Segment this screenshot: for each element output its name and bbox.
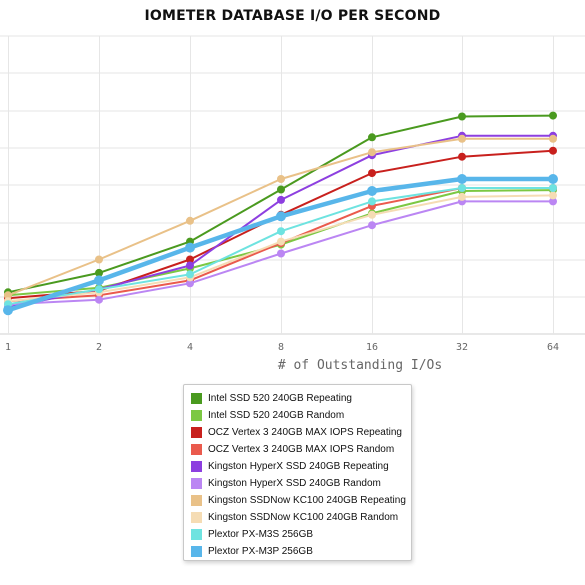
data-point xyxy=(95,285,103,294)
x-axis-label: # of Outstanding I/Os xyxy=(277,358,443,373)
legend-item: Kingston HyperX SSD 240GB Repeating xyxy=(184,458,411,475)
data-point xyxy=(368,148,376,157)
data-point xyxy=(458,134,466,143)
series-line xyxy=(7,149,554,300)
x-tick-label: 32 xyxy=(456,342,468,353)
legend-swatch xyxy=(191,512,202,523)
data-point xyxy=(95,295,103,304)
legend-label: Plextor PX-M3P 256GB xyxy=(208,546,313,557)
legend-item: Kingston HyperX SSD 240GB Random xyxy=(184,475,411,492)
series-2 xyxy=(4,146,557,303)
data-point xyxy=(368,221,376,230)
legend-item: Plextor PX-M3P 256GB xyxy=(184,543,411,560)
legend-item: OCZ Vertex 3 240GB MAX IOPS Repeating xyxy=(184,424,411,441)
data-point xyxy=(549,111,557,120)
data-point xyxy=(458,192,466,201)
x-tick-label: 8 xyxy=(278,342,284,353)
legend-item: Kingston SSDNow KC100 240GB Repeating xyxy=(184,492,411,509)
legend-label: Intel SSD 520 240GB Repeating xyxy=(208,393,352,404)
legend-swatch xyxy=(191,461,202,472)
data-point xyxy=(95,255,103,264)
chart-title: IOMETER DATABASE I/O PER SECOND xyxy=(144,8,441,24)
data-point xyxy=(458,184,466,192)
x-tick-label: 1 xyxy=(5,342,11,353)
data-point xyxy=(94,275,104,286)
data-point xyxy=(277,227,285,236)
data-point xyxy=(277,237,285,246)
legend-label: Kingston HyperX SSD 240GB Random xyxy=(208,478,381,489)
legend-label: Kingston HyperX SSD 240GB Repeating xyxy=(208,461,389,472)
x-tick-label: 4 xyxy=(187,342,193,353)
data-point xyxy=(186,279,194,288)
data-point xyxy=(549,191,557,200)
data-point xyxy=(185,242,195,253)
data-point xyxy=(277,249,285,258)
x-tick-label: 2 xyxy=(96,342,102,353)
series-0 xyxy=(4,111,557,297)
data-point xyxy=(277,185,285,194)
legend-item: Intel SSD 520 240GB Repeating xyxy=(184,390,411,407)
data-point xyxy=(549,184,557,192)
data-point xyxy=(549,197,557,206)
legend-label: OCZ Vertex 3 240GB MAX IOPS Random xyxy=(208,444,395,455)
legend-item: Kingston SSDNow KC100 240GB Random xyxy=(184,509,411,526)
legend-item: Plextor PX-M3S 256GB xyxy=(184,526,411,543)
legend-item: Intel SSD 520 240GB Random xyxy=(184,407,411,424)
x-tick-label: 16 xyxy=(366,342,378,353)
legend-swatch xyxy=(191,546,202,557)
legend-swatch xyxy=(191,444,202,455)
data-point xyxy=(368,197,376,206)
data-point xyxy=(457,174,467,184)
legend-label: Kingston SSDNow KC100 240GB Random xyxy=(208,512,399,523)
data-point xyxy=(186,270,194,279)
data-point xyxy=(549,134,557,143)
data-point xyxy=(186,261,194,270)
series-lines xyxy=(3,111,558,316)
legend-item: OCZ Vertex 3 240GB MAX IOPS Random xyxy=(184,441,411,458)
legend-label: Kingston SSDNow KC100 240GB Repeating xyxy=(208,495,406,506)
series-line xyxy=(7,114,554,294)
data-point xyxy=(277,175,285,183)
legend-swatch xyxy=(191,478,202,489)
series-6 xyxy=(4,134,557,300)
data-point xyxy=(3,305,13,316)
data-point xyxy=(368,169,376,178)
data-point xyxy=(368,133,376,142)
data-point xyxy=(186,255,194,264)
series-9 xyxy=(3,174,558,316)
legend-swatch xyxy=(191,410,202,421)
legend-swatch xyxy=(191,393,202,404)
data-point xyxy=(95,268,103,277)
data-point xyxy=(368,210,376,219)
legend-label: OCZ Vertex 3 240GB MAX IOPS Repeating xyxy=(208,427,402,438)
legend-swatch xyxy=(191,529,202,540)
data-point xyxy=(549,146,557,155)
data-point xyxy=(548,174,558,184)
x-tick-label: 64 xyxy=(547,342,559,353)
x-tick-labels: 1 2 4 8 16 32 64 xyxy=(5,342,559,353)
data-point xyxy=(276,211,286,222)
legend-swatch xyxy=(191,495,202,506)
data-point xyxy=(4,291,12,300)
legend-swatch xyxy=(191,427,202,438)
data-point xyxy=(367,186,377,196)
data-point xyxy=(458,112,466,121)
data-point xyxy=(458,152,466,161)
data-point xyxy=(186,216,194,225)
legend-label: Plextor PX-M3S 256GB xyxy=(208,529,314,540)
data-point xyxy=(277,195,285,204)
chart-legend: Intel SSD 520 240GB Repeating Intel SSD 5… xyxy=(183,384,412,561)
legend-label: Intel SSD 520 240GB Random xyxy=(208,410,345,421)
